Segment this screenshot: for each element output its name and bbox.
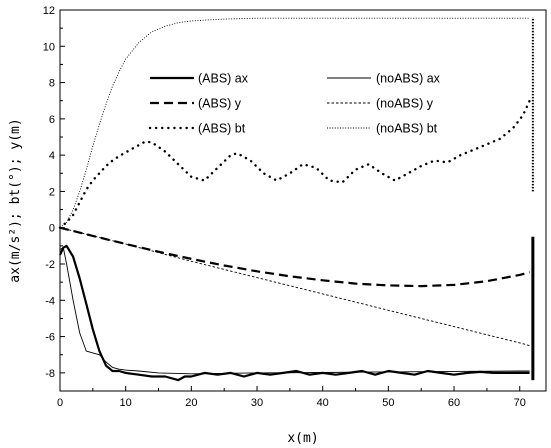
x-axis-title: x(m) [287, 431, 318, 446]
y-tick-label: -6 [45, 332, 55, 344]
legend-label: (noABS) bt [376, 122, 438, 136]
y-tick-label: -8 [45, 368, 55, 380]
y-tick-label: 6 [49, 114, 55, 126]
legend: (ABS) ax (noABS) ax (ABS) y (noABS) y (ABS) … [148, 72, 441, 136]
x-tick-label: 40 [317, 397, 329, 409]
x-tick-label: 0 [57, 397, 63, 409]
x-tick-label: 50 [382, 397, 394, 409]
plot-area: 0 10 20 30 40 50 60 70 -8 -6 -4 -2 0 2 4 6 8 10 12 (ABS) ax… [43, 5, 547, 409]
x-tick-label: 30 [251, 397, 263, 409]
legend-label: (ABS) bt [198, 122, 246, 136]
y-tick-label: -4 [45, 295, 55, 307]
x-tick-label: 60 [448, 397, 460, 409]
series-line-abs-ax [59, 244, 530, 382]
legend-label: (noABS) ax [376, 72, 441, 86]
series-line-abs-y [59, 226, 530, 288]
y-tick-label: 0 [49, 223, 55, 235]
legend-label: (ABS) y [198, 97, 242, 111]
x-tick-label: 20 [185, 397, 197, 409]
x-tick-label: 10 [120, 397, 132, 409]
y-tick-label: 10 [43, 41, 55, 53]
y-tick-label: 8 [49, 78, 55, 90]
series-line-noabs-ax [59, 247, 530, 375]
legend-label: (noABS) y [376, 97, 434, 111]
series-line-abs-bt [58, 99, 531, 229]
series-line-noabs-y [59, 227, 530, 347]
y-tick-label: 12 [43, 5, 55, 17]
y-tick-label: -2 [45, 259, 55, 271]
x-tick-label: 70 [514, 397, 526, 409]
y-tick-label: 4 [49, 150, 55, 162]
legend-label: (ABS) ax [198, 72, 249, 86]
plot-frame [59, 9, 547, 392]
y-axis-title: ax(m/s²); bt(°); y(m) [8, 118, 23, 282]
y-tick-label: 2 [49, 186, 55, 198]
series-line-noabs-bt [59, 17, 530, 229]
